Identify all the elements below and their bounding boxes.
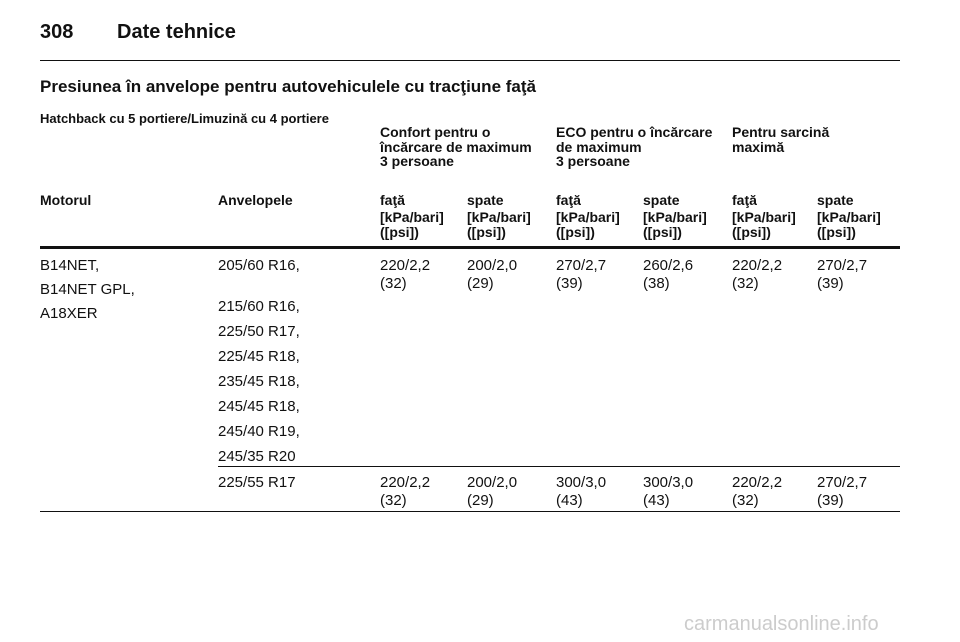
unit: [kPa/bari] [643, 209, 707, 225]
engine: A18XER [40, 305, 98, 322]
section-title: Presiunea în anvelope pentru autovehicul… [40, 77, 536, 96]
column-header: spate [817, 192, 854, 208]
engine: B14NET, [40, 257, 100, 274]
group-header: încărcare de maximum [380, 138, 532, 155]
column-header: spate [643, 192, 680, 208]
group-header: maximă [732, 138, 785, 155]
unit: [kPa/bari] [380, 209, 444, 225]
tyre: 245/35 R20 [218, 448, 296, 465]
unit: ([psi]) [817, 224, 856, 240]
pressure: (32) [732, 492, 759, 509]
rule [40, 246, 900, 249]
column-header: Motorul [40, 192, 92, 208]
pressure: 300/3,0 [556, 474, 607, 491]
unit: [kPa/bari] [556, 209, 620, 225]
tyre: 225/50 R17, [218, 323, 300, 340]
pressure: (38) [643, 275, 670, 292]
watermark: carmanualsonline.info [684, 613, 879, 635]
pressure: 220/2,2 [732, 257, 783, 274]
unit: [kPa/bari] [817, 209, 881, 225]
pressure: (32) [732, 275, 759, 292]
pressure: (39) [817, 275, 844, 292]
pressure: 220/2,2 [380, 474, 431, 491]
unit: ([psi]) [467, 224, 506, 240]
pressure: 200/2,0 [467, 474, 518, 491]
rule [40, 511, 900, 512]
pressure: (29) [467, 492, 494, 509]
rule [218, 466, 900, 467]
column-header: Anvelopele [218, 192, 293, 208]
column-header: faţă [556, 192, 581, 208]
pressure: 270/2,7 [817, 257, 868, 274]
group-header: 3 persoane [380, 153, 454, 169]
group-header: 3 persoane [556, 153, 630, 169]
column-header: spate [467, 192, 504, 208]
unit: ([psi]) [732, 224, 771, 240]
group-header: ECO pentru o încărcare [556, 124, 713, 140]
unit: ([psi]) [643, 224, 682, 240]
subtitle: Hatchback cu 5 portiere/Limuzină cu 4 po… [40, 111, 329, 126]
pressure: 200/2,0 [467, 257, 518, 274]
pressure: (32) [380, 275, 407, 292]
pressure: (43) [556, 492, 583, 509]
pressure: (43) [643, 492, 670, 509]
unit: ([psi]) [556, 224, 595, 240]
pressure: 220/2,2 [732, 474, 783, 491]
unit: [kPa/bari] [732, 209, 796, 225]
pressure: (29) [467, 275, 494, 292]
tyre: 245/45 R18, [218, 398, 300, 415]
column-header: faţă [380, 192, 405, 208]
group-header: Confort pentru o [380, 124, 491, 140]
unit: ([psi]) [380, 224, 419, 240]
tyre: 215/60 R16, [218, 298, 300, 315]
tyre: 245/40 R19, [218, 423, 300, 440]
unit: [kPa/bari] [467, 209, 531, 225]
group-header: de maximum [556, 138, 642, 155]
pressure: 270/2,7 [556, 257, 607, 274]
tyre: 205/60 R16, [218, 257, 300, 274]
group-header: Pentru sarcină [732, 124, 830, 140]
pressure: 300/3,0 [643, 474, 694, 491]
page-title: Date tehnice [117, 21, 236, 43]
pressure: (39) [556, 275, 583, 292]
tyre: 235/45 R18, [218, 373, 300, 390]
engine: B14NET GPL, [40, 281, 135, 298]
rule [40, 60, 900, 61]
column-header: faţă [732, 192, 757, 208]
tyre: 225/45 R18, [218, 348, 300, 365]
page-number: 308 [40, 21, 74, 43]
tyre: 225/55 R17 [218, 474, 296, 491]
pressure: 270/2,7 [817, 474, 868, 491]
pressure: (39) [817, 492, 844, 509]
pressure: 260/2,6 [643, 257, 694, 274]
pressure: (32) [380, 492, 407, 509]
pressure: 220/2,2 [380, 257, 431, 274]
